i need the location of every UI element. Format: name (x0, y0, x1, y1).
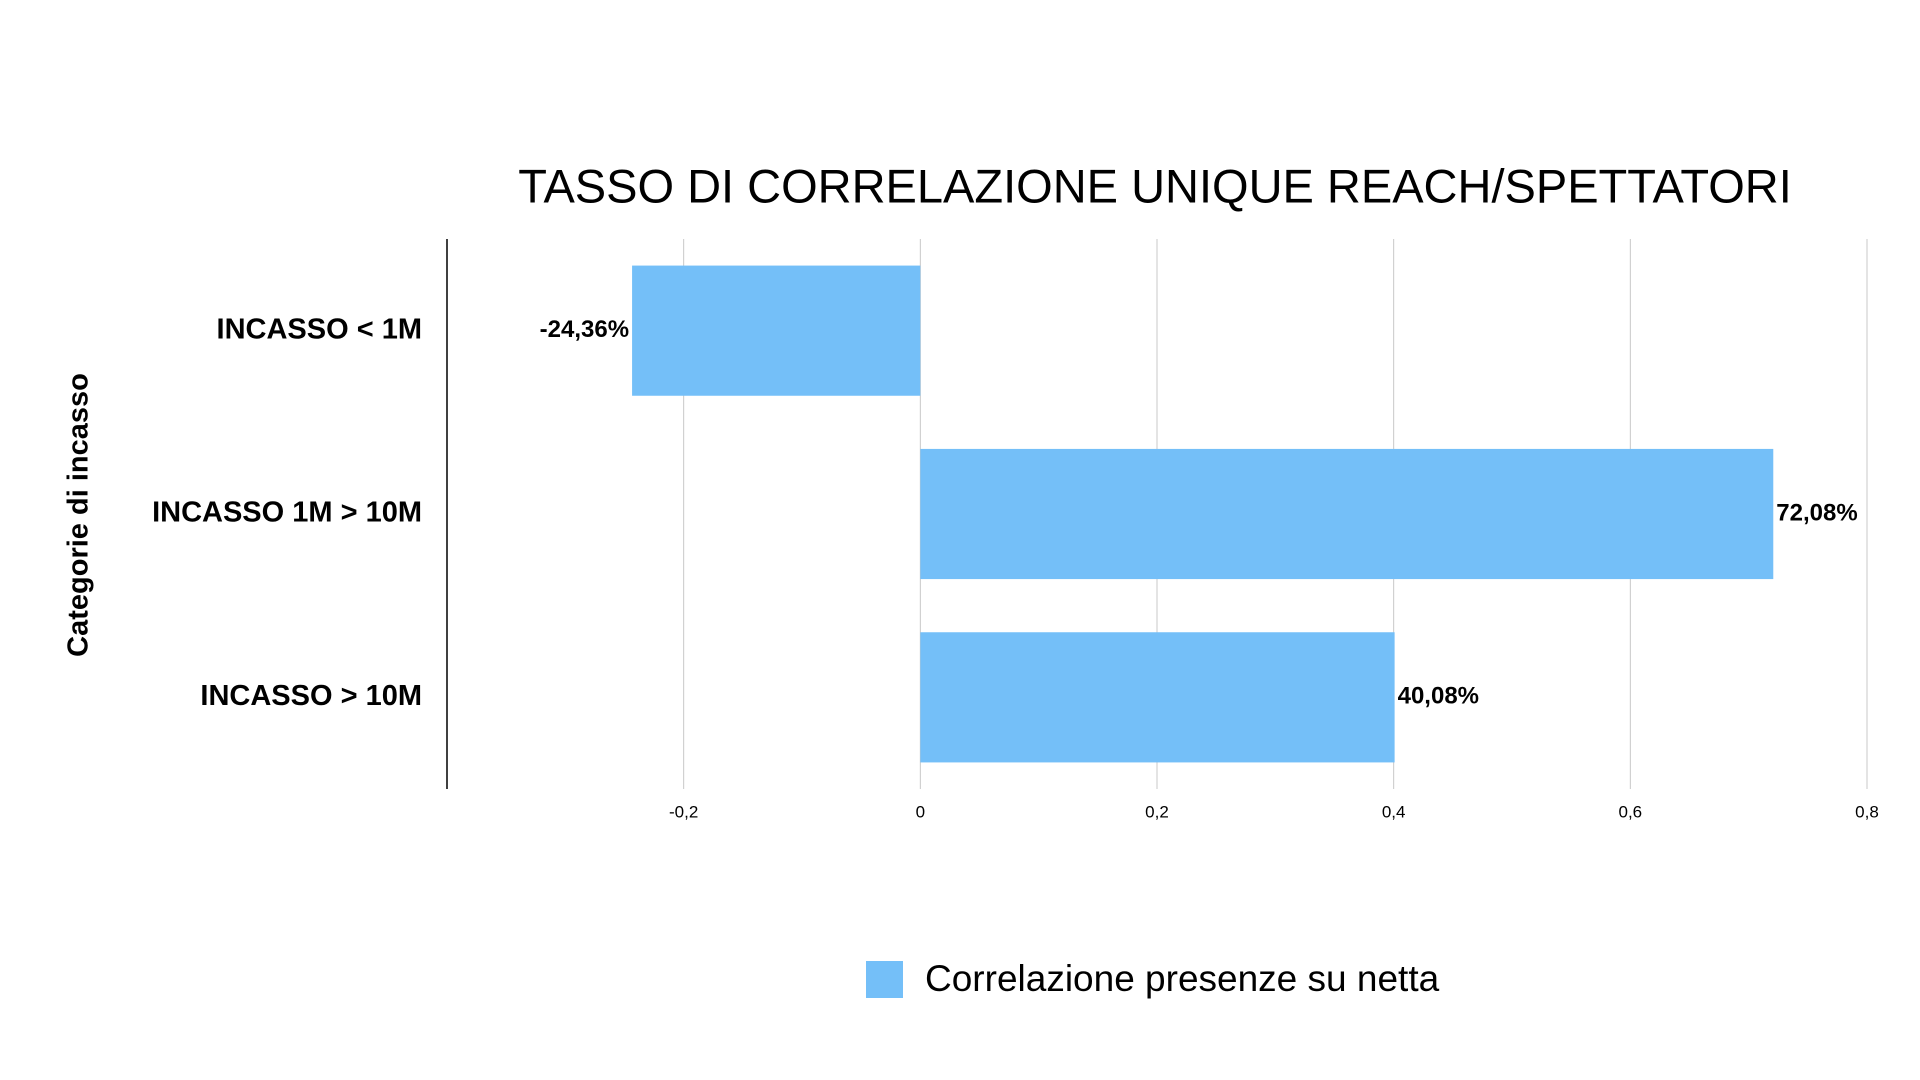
y-axis-title: Categorie di incasso (63, 373, 95, 657)
bar (920, 632, 1395, 763)
legend-label: Correlazione presenze su netta (925, 958, 1440, 999)
x-tick-label: 0,8 (1855, 802, 1879, 821)
x-tick-label: 0,6 (1619, 802, 1643, 821)
bar (632, 265, 921, 396)
value-label: 72,08% (1776, 499, 1857, 526)
y-tick-label: INCASSO 1M > 10M (152, 497, 422, 529)
x-tick-label: 0,4 (1382, 802, 1406, 821)
y-tick-label: INCASSO < 1M (217, 313, 422, 345)
bar (920, 448, 1774, 580)
x-tick-label: -0,2 (669, 802, 698, 821)
y-tick-label: INCASSO > 10M (200, 680, 422, 712)
x-tick-label: 0 (916, 802, 925, 821)
value-label: -24,36% (540, 316, 629, 343)
chart-title: TASSO DI CORRELAZIONE UNIQUE REACH/SPETT… (518, 159, 1792, 212)
x-tick-label: 0,2 (1145, 802, 1169, 821)
legend-swatch (866, 961, 903, 998)
value-label: 40,08% (1398, 683, 1479, 710)
